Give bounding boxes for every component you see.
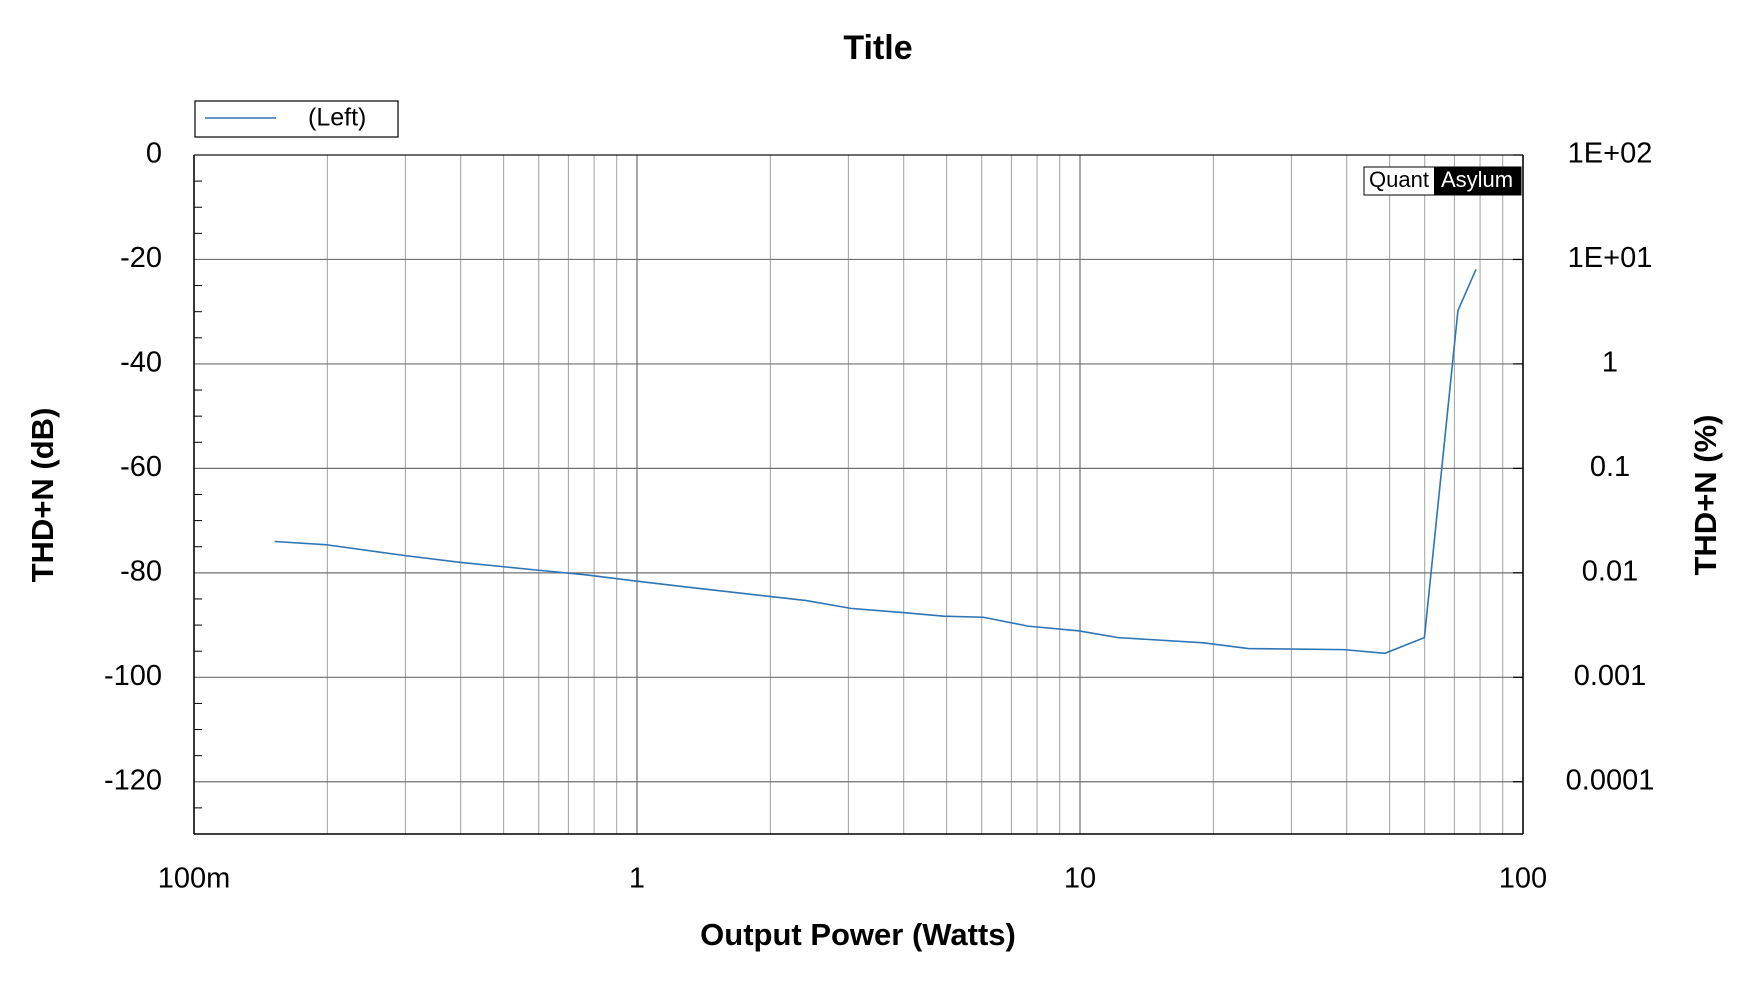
y-tick-label: -40 <box>120 347 162 379</box>
y-tick-label: -120 <box>104 764 162 796</box>
y-axis-label: THD+N (dB) <box>25 408 60 583</box>
y-tick-label: 0 <box>146 138 162 170</box>
x-axis-label: Output Power (Watts) <box>700 917 1016 952</box>
y-tick-label: -20 <box>120 242 162 274</box>
y2-tick-label: 0.1 <box>1590 451 1630 483</box>
y-tick-label: -80 <box>120 556 162 588</box>
data-line <box>274 269 1477 655</box>
y2-tick-label: 0.001 <box>1574 660 1647 692</box>
watermark: Quant Asylum <box>1363 166 1522 196</box>
y2-tick-label: 1E+02 <box>1568 138 1653 170</box>
y2-tick-label: 1E+01 <box>1568 242 1653 274</box>
watermark-left: Quant <box>1369 167 1429 192</box>
y-tick-label: -60 <box>120 451 162 483</box>
watermark-dark <box>1434 167 1521 195</box>
x-tick-label: 10 <box>1064 863 1096 895</box>
watermark-right: Asylum <box>1441 167 1513 192</box>
y2-tick-label: 0.01 <box>1582 555 1638 587</box>
x-tick-label: 100m <box>158 863 231 895</box>
legend-box <box>194 100 399 138</box>
y-tick-label: -100 <box>104 660 162 692</box>
x-tick-label: 1 <box>629 863 645 895</box>
y2-tick-label: 1 <box>1602 347 1618 379</box>
legend-label: (Left) <box>308 104 366 132</box>
y2-axis-label: THD+N (%) <box>1688 414 1723 575</box>
x-tick-label: 100 <box>1499 863 1547 895</box>
chart-title: Title <box>843 29 912 67</box>
y2-tick-label: 0.0001 <box>1566 764 1655 796</box>
